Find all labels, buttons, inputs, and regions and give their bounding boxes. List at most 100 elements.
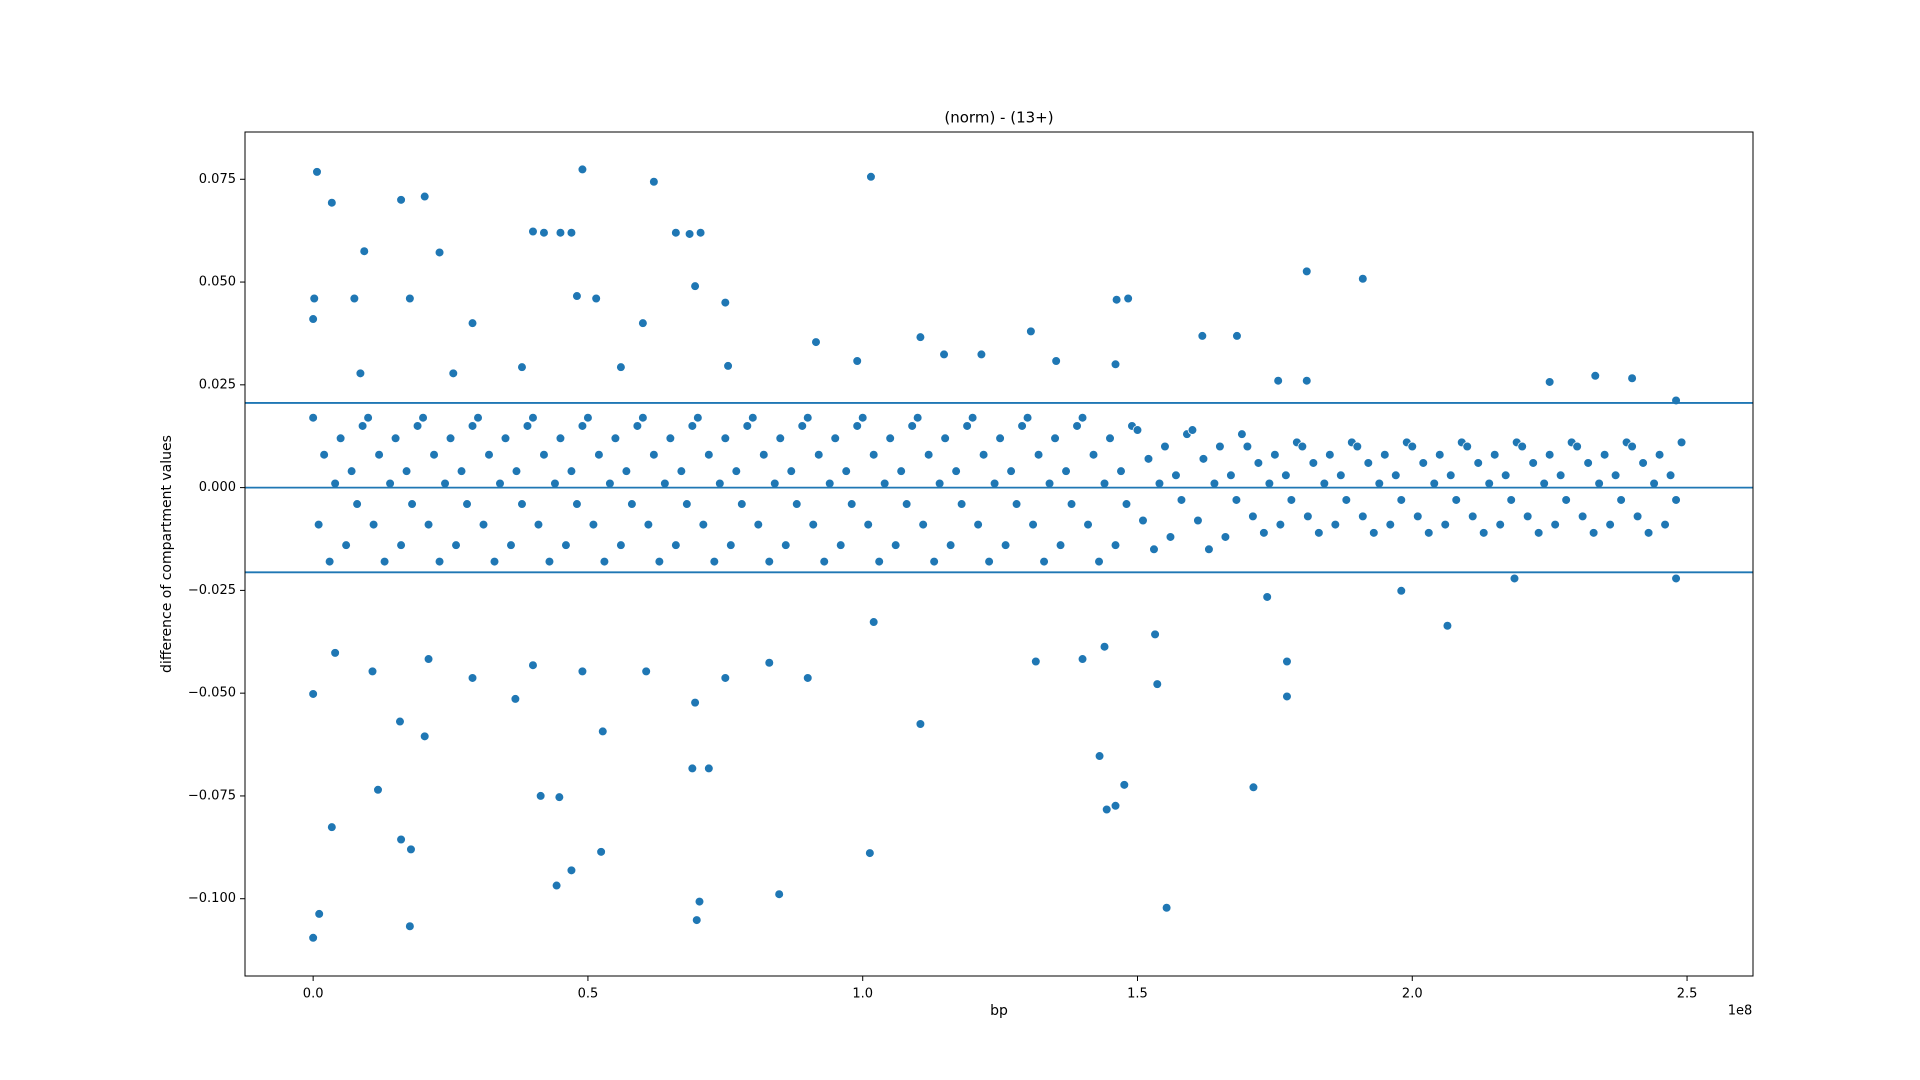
point	[1325, 449, 1335, 460]
point	[434, 247, 445, 258]
point	[1262, 592, 1272, 602]
point	[1215, 441, 1225, 452]
point	[1152, 679, 1163, 689]
point	[830, 433, 841, 444]
point	[1282, 691, 1292, 702]
point	[720, 297, 731, 308]
point	[308, 932, 318, 943]
point	[456, 466, 467, 476]
point	[918, 519, 928, 530]
point	[780, 540, 791, 550]
point	[989, 478, 1000, 489]
point	[1264, 478, 1275, 489]
point	[355, 368, 366, 379]
point	[419, 191, 430, 202]
point	[566, 227, 577, 238]
point	[359, 246, 370, 257]
point	[1044, 478, 1055, 489]
point	[660, 478, 670, 489]
point	[1050, 433, 1060, 444]
x-tick-label: 0.5	[578, 987, 599, 1002]
point	[715, 478, 725, 489]
point	[1555, 470, 1566, 481]
point	[1522, 511, 1533, 522]
point	[1616, 495, 1626, 505]
point	[1533, 528, 1544, 538]
point	[314, 909, 324, 919]
y-tick-label: 0.025	[199, 377, 236, 392]
point	[1204, 544, 1214, 555]
point	[405, 293, 415, 304]
point	[368, 519, 379, 530]
point	[1187, 425, 1198, 435]
point	[1434, 449, 1445, 460]
point	[813, 449, 824, 460]
point	[874, 556, 884, 567]
point	[995, 433, 1005, 444]
point	[654, 556, 665, 567]
point	[1660, 519, 1670, 530]
point	[973, 519, 983, 530]
point	[528, 226, 538, 237]
point	[1011, 499, 1022, 509]
point	[956, 499, 967, 509]
point	[1572, 441, 1582, 452]
point	[1445, 470, 1456, 481]
point	[1599, 449, 1610, 460]
point	[533, 519, 544, 530]
point	[1462, 441, 1473, 452]
point	[1632, 511, 1643, 522]
point	[467, 421, 478, 431]
point	[1396, 585, 1407, 596]
point	[690, 281, 700, 291]
point	[577, 164, 588, 175]
point	[478, 519, 489, 530]
y-axis-label: difference of compartment values	[159, 435, 175, 673]
point	[775, 433, 786, 444]
x-offset-label: 1e8	[1728, 1004, 1753, 1019]
point	[868, 617, 879, 627]
point	[632, 421, 643, 431]
point	[1517, 441, 1527, 452]
point	[1577, 511, 1588, 522]
point	[440, 478, 450, 489]
point	[687, 421, 698, 431]
point	[1275, 519, 1286, 530]
point	[868, 449, 879, 460]
point	[1022, 412, 1033, 423]
point	[1429, 478, 1440, 489]
point	[1627, 373, 1637, 384]
point	[616, 540, 626, 550]
point	[313, 519, 324, 530]
point	[1363, 458, 1374, 468]
point	[1193, 515, 1203, 526]
point	[1286, 495, 1297, 505]
point	[1336, 470, 1346, 481]
point	[1083, 519, 1093, 530]
chart-title: (norm) - (13+)	[944, 109, 1053, 127]
point	[984, 556, 994, 567]
point	[694, 896, 705, 907]
point	[406, 844, 416, 855]
point	[495, 478, 505, 489]
point	[720, 433, 731, 444]
point	[1138, 515, 1148, 526]
point	[1369, 528, 1379, 538]
point	[824, 478, 835, 489]
point	[385, 478, 395, 489]
point	[407, 499, 417, 509]
point	[467, 673, 478, 683]
point	[401, 466, 412, 476]
point	[597, 726, 608, 737]
point	[510, 694, 521, 704]
point	[1308, 458, 1319, 468]
point	[528, 412, 538, 423]
point	[506, 540, 516, 550]
point	[577, 421, 588, 431]
point	[737, 499, 747, 509]
point	[1495, 519, 1506, 530]
point	[835, 540, 846, 550]
point	[684, 229, 695, 239]
point	[448, 368, 459, 379]
point	[1061, 466, 1071, 476]
